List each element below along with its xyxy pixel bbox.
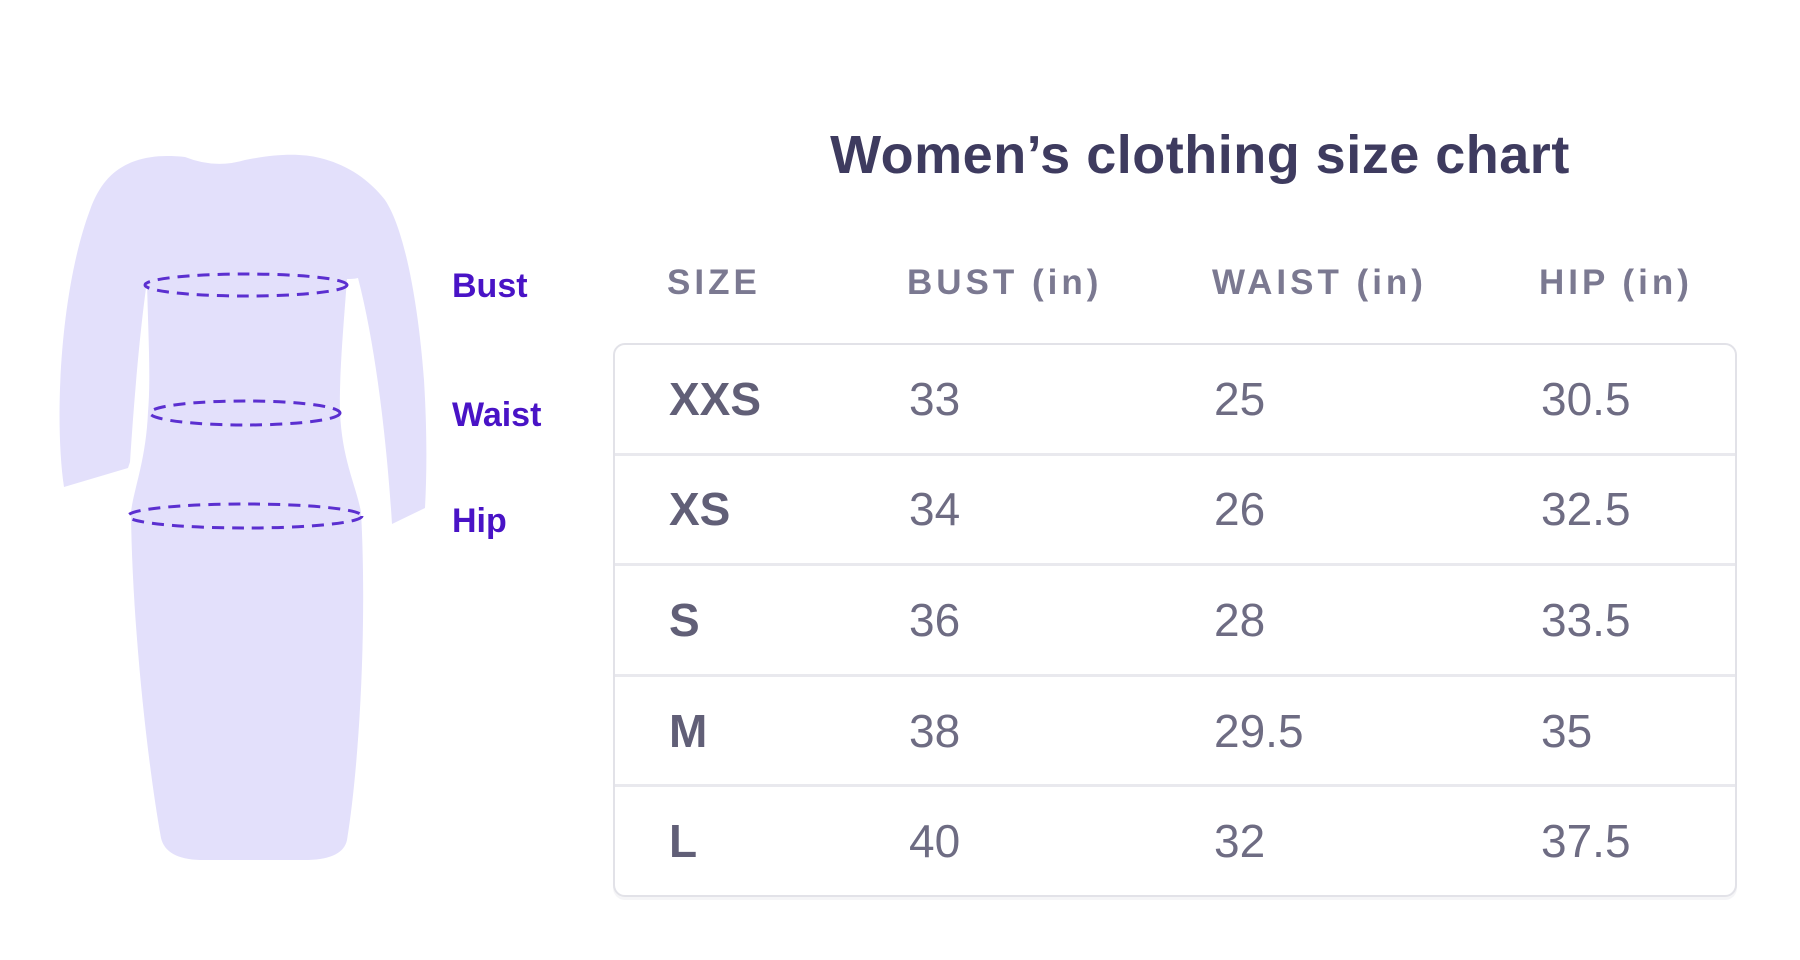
size-cell: L [669,815,698,868]
waist-label: Waist [452,396,542,434]
bust-cell: 38 [909,704,961,757]
col-header-hip: HIP (in) [1539,263,1693,302]
table-header-row: SIZE BUST (in) WAIST (in) HIP (in) [613,258,1737,308]
bust-cell: 34 [909,483,961,536]
dress-body-shape [59,154,427,861]
waist-cell: 29.5 [1214,704,1304,757]
waist-cell: 25 [1214,372,1266,425]
waist-cell: 26 [1214,483,1266,536]
size-cell: XS [669,483,731,536]
waist-cell: 28 [1214,593,1266,646]
waist-cell: 32 [1214,815,1266,868]
hip-cell: 33.5 [1541,593,1631,646]
table-row: XS 34 26 32.5 [615,452,1735,564]
bust-label: Bust [452,267,528,305]
waist-measure-line [148,399,342,427]
bust-cell: 36 [909,593,961,646]
bust-measure-line [143,272,349,298]
dress-silhouette-illustration [59,154,427,861]
hip-measure-line [126,502,364,530]
page-title: Women’s clothing size chart [830,125,1570,185]
bust-cell: 40 [909,815,961,868]
bust-cell: 33 [909,372,961,425]
hip-cell: 32.5 [1541,483,1631,536]
hip-label: Hip [452,502,507,540]
table-row: S 36 28 33.5 [615,563,1735,674]
hip-cell: 37.5 [1541,815,1631,868]
col-header-waist: WAIST (in) [1212,263,1427,302]
size-table: XXS 33 25 30.5 XS 34 26 32.5 S 36 28 33.… [613,343,1737,897]
hip-cell: 30.5 [1541,372,1631,425]
size-cell: XXS [669,372,762,425]
size-cell: M [669,704,708,757]
table-row: XXS 33 25 30.5 [615,345,1735,453]
size-cell: S [669,593,700,646]
table-row: L 40 32 37.5 [615,784,1735,895]
col-header-bust: BUST (in) [907,263,1103,302]
hip-cell: 35 [1541,704,1593,757]
col-header-size: SIZE [667,263,761,302]
table-row: M 38 29.5 35 [615,673,1735,785]
